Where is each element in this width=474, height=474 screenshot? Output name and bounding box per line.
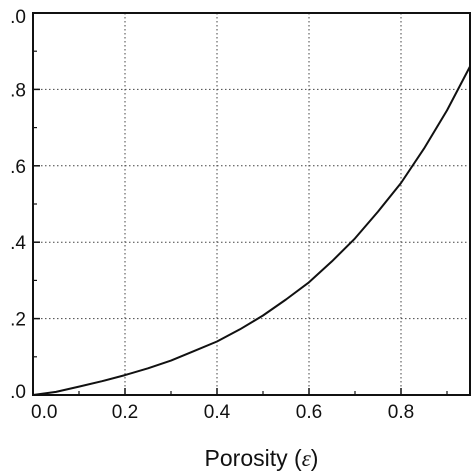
y-tick-label: .0: [10, 7, 26, 28]
x-tick-label: 0.8: [388, 402, 414, 423]
x-axis-title: Porosity (ε): [205, 445, 319, 471]
tick-marks: [32, 12, 448, 396]
x-tick-label: 0.6: [296, 402, 322, 423]
grid-lines: [33, 13, 470, 395]
x-tick-label: 0.2: [112, 402, 138, 423]
y-tick-label: .8: [10, 80, 26, 101]
y-tick-label: .2: [10, 310, 26, 331]
x-axis-title-prefix: Porosity (: [205, 445, 302, 471]
series-line-0: [32, 66, 471, 396]
x-axis-title-symbol: ε: [302, 446, 312, 471]
x-axis-title-suffix: ): [311, 445, 319, 471]
x-tick-label: 0.0: [31, 402, 57, 423]
y-tick-label: .0: [10, 382, 26, 403]
y-tick-label: .6: [10, 157, 26, 178]
x-tick-label: 0.4: [204, 402, 231, 423]
series-layer: [32, 66, 471, 396]
y-tick-label: .4: [10, 233, 26, 254]
plot-frame: [32, 12, 471, 396]
tick-labels: 0.0 0.2 0.4 0.6 0.8 .0 .2 .4 .6 .8 .0: [10, 7, 414, 423]
